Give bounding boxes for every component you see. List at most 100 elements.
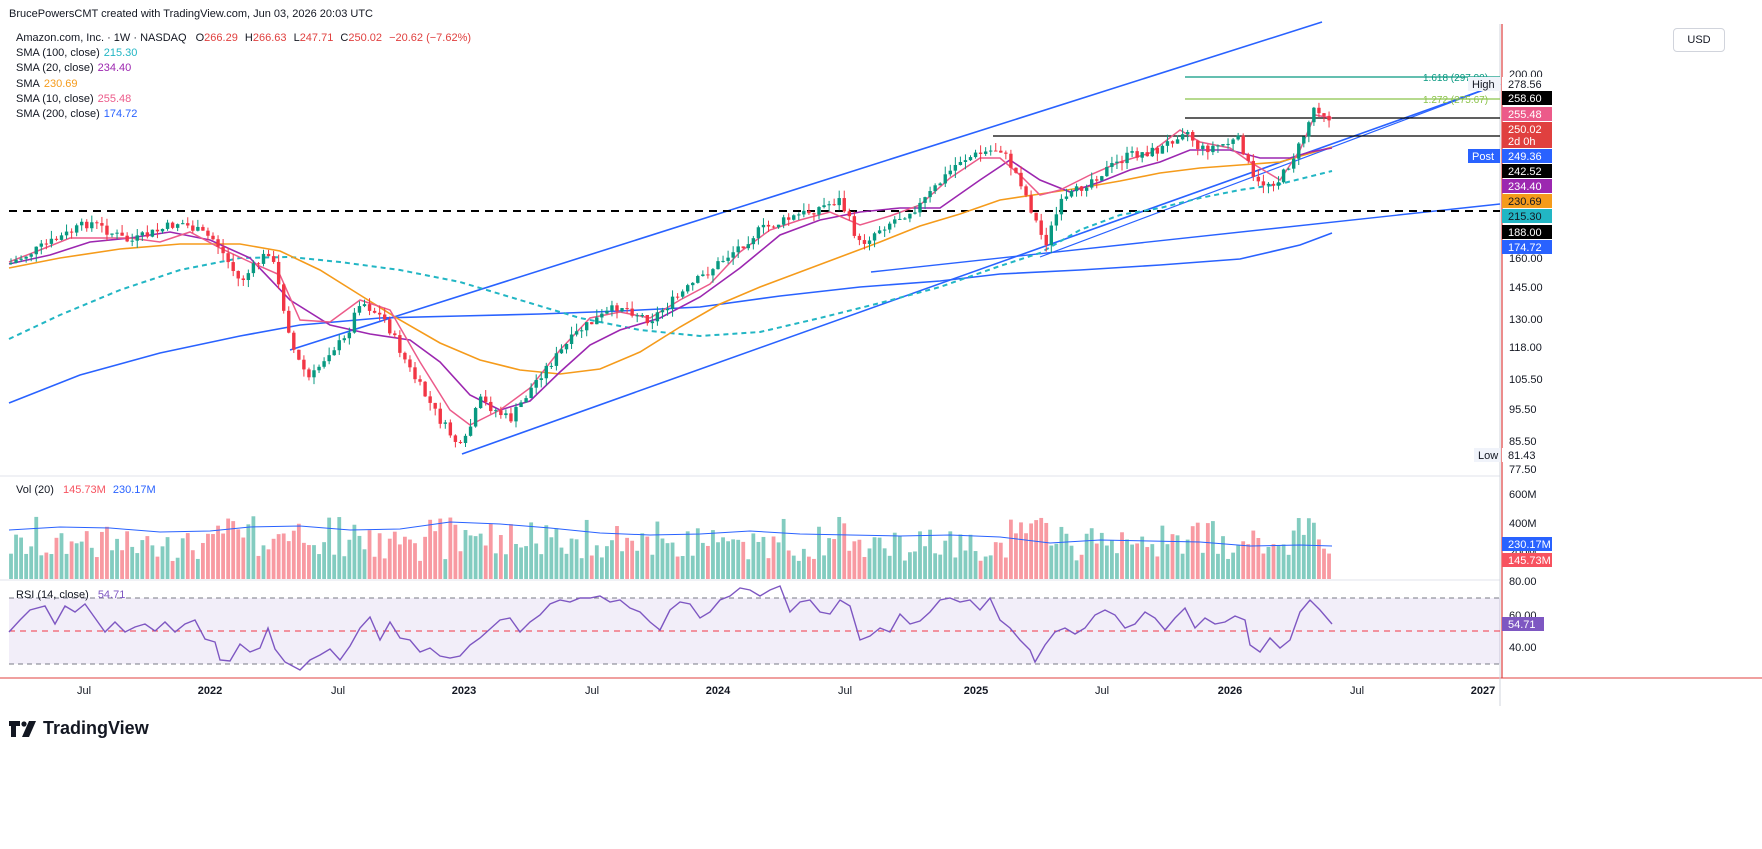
candle-body <box>1286 168 1291 170</box>
volume-bars-group <box>9 516 1331 579</box>
volume-bar <box>403 536 407 579</box>
price-label-bg <box>1502 240 1552 254</box>
candle-body <box>559 349 564 354</box>
legend-symbol-row[interactable]: Amazon.com, Inc. · 1W · NASDAQ O266.29 H… <box>16 31 471 46</box>
vol-label-bg <box>1502 553 1552 567</box>
time-tick-label: Jul <box>331 685 345 697</box>
candle-body <box>271 256 276 262</box>
candle-body <box>787 217 791 220</box>
tradingview-logo[interactable]: TradingView <box>9 718 149 739</box>
candle-body <box>877 230 882 234</box>
volume-bar <box>387 538 392 579</box>
legend-indicator-row[interactable]: SMA (200, close) 174.72 <box>16 107 471 122</box>
candle-body <box>1180 134 1185 140</box>
legend-high: 266.63 <box>252 32 287 44</box>
volume-bar <box>1205 523 1210 579</box>
rsi-label: 54.71 <box>1508 619 1536 631</box>
volume-bar <box>150 545 155 579</box>
price-label-countdown: 2d 0h <box>1508 136 1536 148</box>
candle-body <box>1312 107 1316 123</box>
price-label-bg <box>1502 179 1552 193</box>
volume-bar <box>756 541 761 579</box>
candle-body <box>579 330 584 332</box>
candle-body <box>1226 143 1230 145</box>
price-label-bg <box>1502 77 1552 91</box>
volume-bar <box>1271 544 1276 579</box>
indicator-label: SMA (20, close) <box>16 62 94 75</box>
legend-indicator-row[interactable]: SMA (10, close) 255.48 <box>16 92 471 107</box>
volume-bar <box>746 559 751 579</box>
candle-body <box>913 212 917 214</box>
volume-bar <box>468 535 473 579</box>
candle-body <box>1155 147 1160 154</box>
legend-indicator-row[interactable]: SMA 230.69 <box>16 77 471 92</box>
volume-legend[interactable]: Vol (20) 145.73M 230.17M <box>16 484 156 496</box>
legend-indicator-row[interactable]: SMA (100, close) 215.30 <box>16 46 471 61</box>
price-tick-label: 130.00 <box>1509 314 1543 326</box>
candle-body <box>989 150 993 152</box>
candle-body <box>1024 186 1028 196</box>
candle-body <box>317 366 321 371</box>
price-label-tag-bg <box>1474 448 1500 462</box>
volume-bar <box>690 555 695 579</box>
candle-body <box>266 253 271 257</box>
volume-bar <box>352 524 357 579</box>
candle-body <box>872 233 877 241</box>
volume-bar <box>1226 558 1230 579</box>
candle-body <box>418 379 422 382</box>
candle-body <box>1307 122 1311 137</box>
candle-body <box>994 150 998 152</box>
chart-legend: Amazon.com, Inc. · 1W · NASDAQ O266.29 H… <box>16 31 471 122</box>
candle-body <box>367 304 372 311</box>
volume-bar <box>89 547 94 579</box>
currency-selector[interactable]: USD <box>1673 28 1725 52</box>
volume-bar <box>857 539 862 579</box>
candle-body <box>196 226 200 231</box>
volume-bar <box>1029 523 1033 579</box>
candle-body <box>923 197 927 203</box>
volume-bar <box>190 550 195 579</box>
volume-bar <box>79 541 84 579</box>
volume-bar <box>1160 525 1165 579</box>
fib-label-1272: 1.272 (275.67) <box>1423 95 1488 106</box>
volume-bar <box>226 518 231 579</box>
candle-body <box>388 319 392 334</box>
legend-indicator-row[interactable]: SMA (20, close) 234.40 <box>16 61 471 76</box>
candle-body <box>620 308 624 312</box>
candle-body <box>731 252 735 258</box>
volume-bar <box>766 558 771 579</box>
time-tick-label: 2027 <box>1471 685 1495 697</box>
volume-bar <box>554 528 559 579</box>
candle-body <box>1175 139 1180 144</box>
candle-body <box>741 246 745 249</box>
volume-bar <box>665 543 670 579</box>
volume-bar <box>312 545 316 579</box>
volume-bar <box>1281 544 1286 579</box>
volume-bar <box>796 560 801 579</box>
candle-body <box>751 238 756 245</box>
indicator-label: SMA (10, close) <box>16 92 94 105</box>
volume-bar <box>140 540 145 579</box>
candle-body <box>832 204 836 206</box>
candle-body <box>953 165 958 171</box>
price-label-bg <box>1502 91 1552 105</box>
candle-body <box>125 235 129 242</box>
candle-body <box>504 413 508 416</box>
candle-body <box>539 378 543 380</box>
candle-body <box>155 229 160 232</box>
candle-body <box>393 333 397 336</box>
volume-bar <box>74 543 79 579</box>
candle-body <box>802 210 806 215</box>
volume-bar <box>120 550 124 579</box>
volume-bar <box>635 550 640 579</box>
volume-bar <box>1049 545 1054 579</box>
indicator-label: SMA (100, close) <box>16 47 100 60</box>
indicator-value: 215.30 <box>103 47 138 60</box>
volume-bar <box>615 526 619 579</box>
volume-bar <box>397 544 402 579</box>
rsi-legend[interactable]: RSI (14, close) 54.71 <box>16 589 125 601</box>
volume-bar <box>236 529 241 579</box>
candle-body <box>458 441 463 444</box>
volume-bar <box>206 533 210 579</box>
